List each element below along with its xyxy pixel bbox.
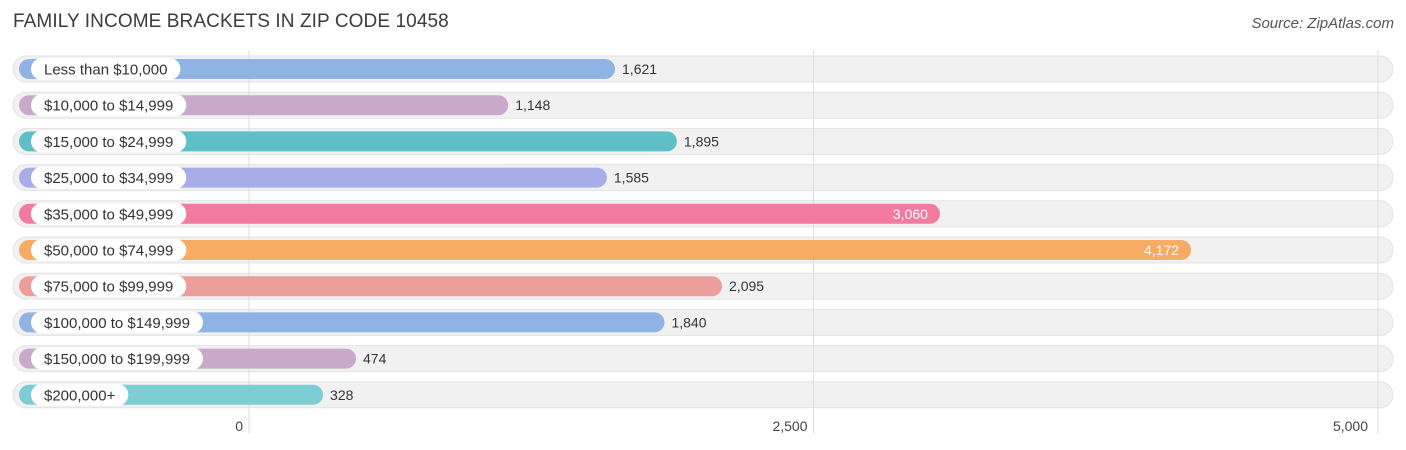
x-tick-label: 2,500 <box>772 418 807 434</box>
category-pill <box>31 239 187 261</box>
x-axis: 0 2,500 5,000 <box>235 418 1368 434</box>
value-label: 328 <box>330 387 354 403</box>
row-track <box>12 381 1394 409</box>
category-pill <box>31 130 187 153</box>
value-label: 1,148 <box>515 97 550 113</box>
value-label: 1,621 <box>622 61 657 77</box>
value-label: 1,840 <box>671 314 706 330</box>
chart-source: Source: ZipAtlas.com <box>1251 15 1394 32</box>
value-label: 3,060 <box>893 206 928 222</box>
category-label: $25,000 to $34,999 <box>44 170 173 187</box>
category-label: $10,000 to $14,999 <box>44 98 173 115</box>
category-pill <box>31 311 203 334</box>
category-label: $100,000 to $149,999 <box>44 315 190 332</box>
category-label: $200,000+ <box>44 387 116 404</box>
bar <box>19 276 723 297</box>
bar <box>19 203 940 224</box>
category-pill <box>31 275 187 298</box>
category-label: Less than $10,000 <box>44 62 167 79</box>
category-pill <box>31 166 187 189</box>
bar <box>19 240 1192 260</box>
x-tick-label: 5,000 <box>1333 418 1368 434</box>
category-pill <box>31 202 187 225</box>
value-label: 1,585 <box>614 170 649 186</box>
value-label: 4,172 <box>1144 242 1179 258</box>
category-label: $75,000 to $99,999 <box>44 279 173 296</box>
category-label: $150,000 to $199,999 <box>44 351 190 368</box>
category-pill <box>31 383 129 406</box>
x-tick-label: 0 <box>235 418 243 434</box>
value-label: 474 <box>363 351 387 367</box>
row-track <box>12 345 1394 373</box>
bars: Less than $10,000 1,621 $10,000 to $14,999… <box>19 58 1192 406</box>
category-pill <box>31 347 203 370</box>
value-label: 2,095 <box>729 278 764 294</box>
chart-title: FAMILY INCOME BRACKETS IN ZIP CODE 10458 <box>13 11 449 32</box>
category-pill <box>31 58 181 80</box>
category-pill <box>31 94 187 117</box>
category-label: $15,000 to $24,999 <box>44 134 173 151</box>
category-label: $35,000 to $49,999 <box>44 206 173 223</box>
value-label: 1,895 <box>684 133 719 149</box>
category-label: $50,000 to $74,999 <box>44 243 173 260</box>
